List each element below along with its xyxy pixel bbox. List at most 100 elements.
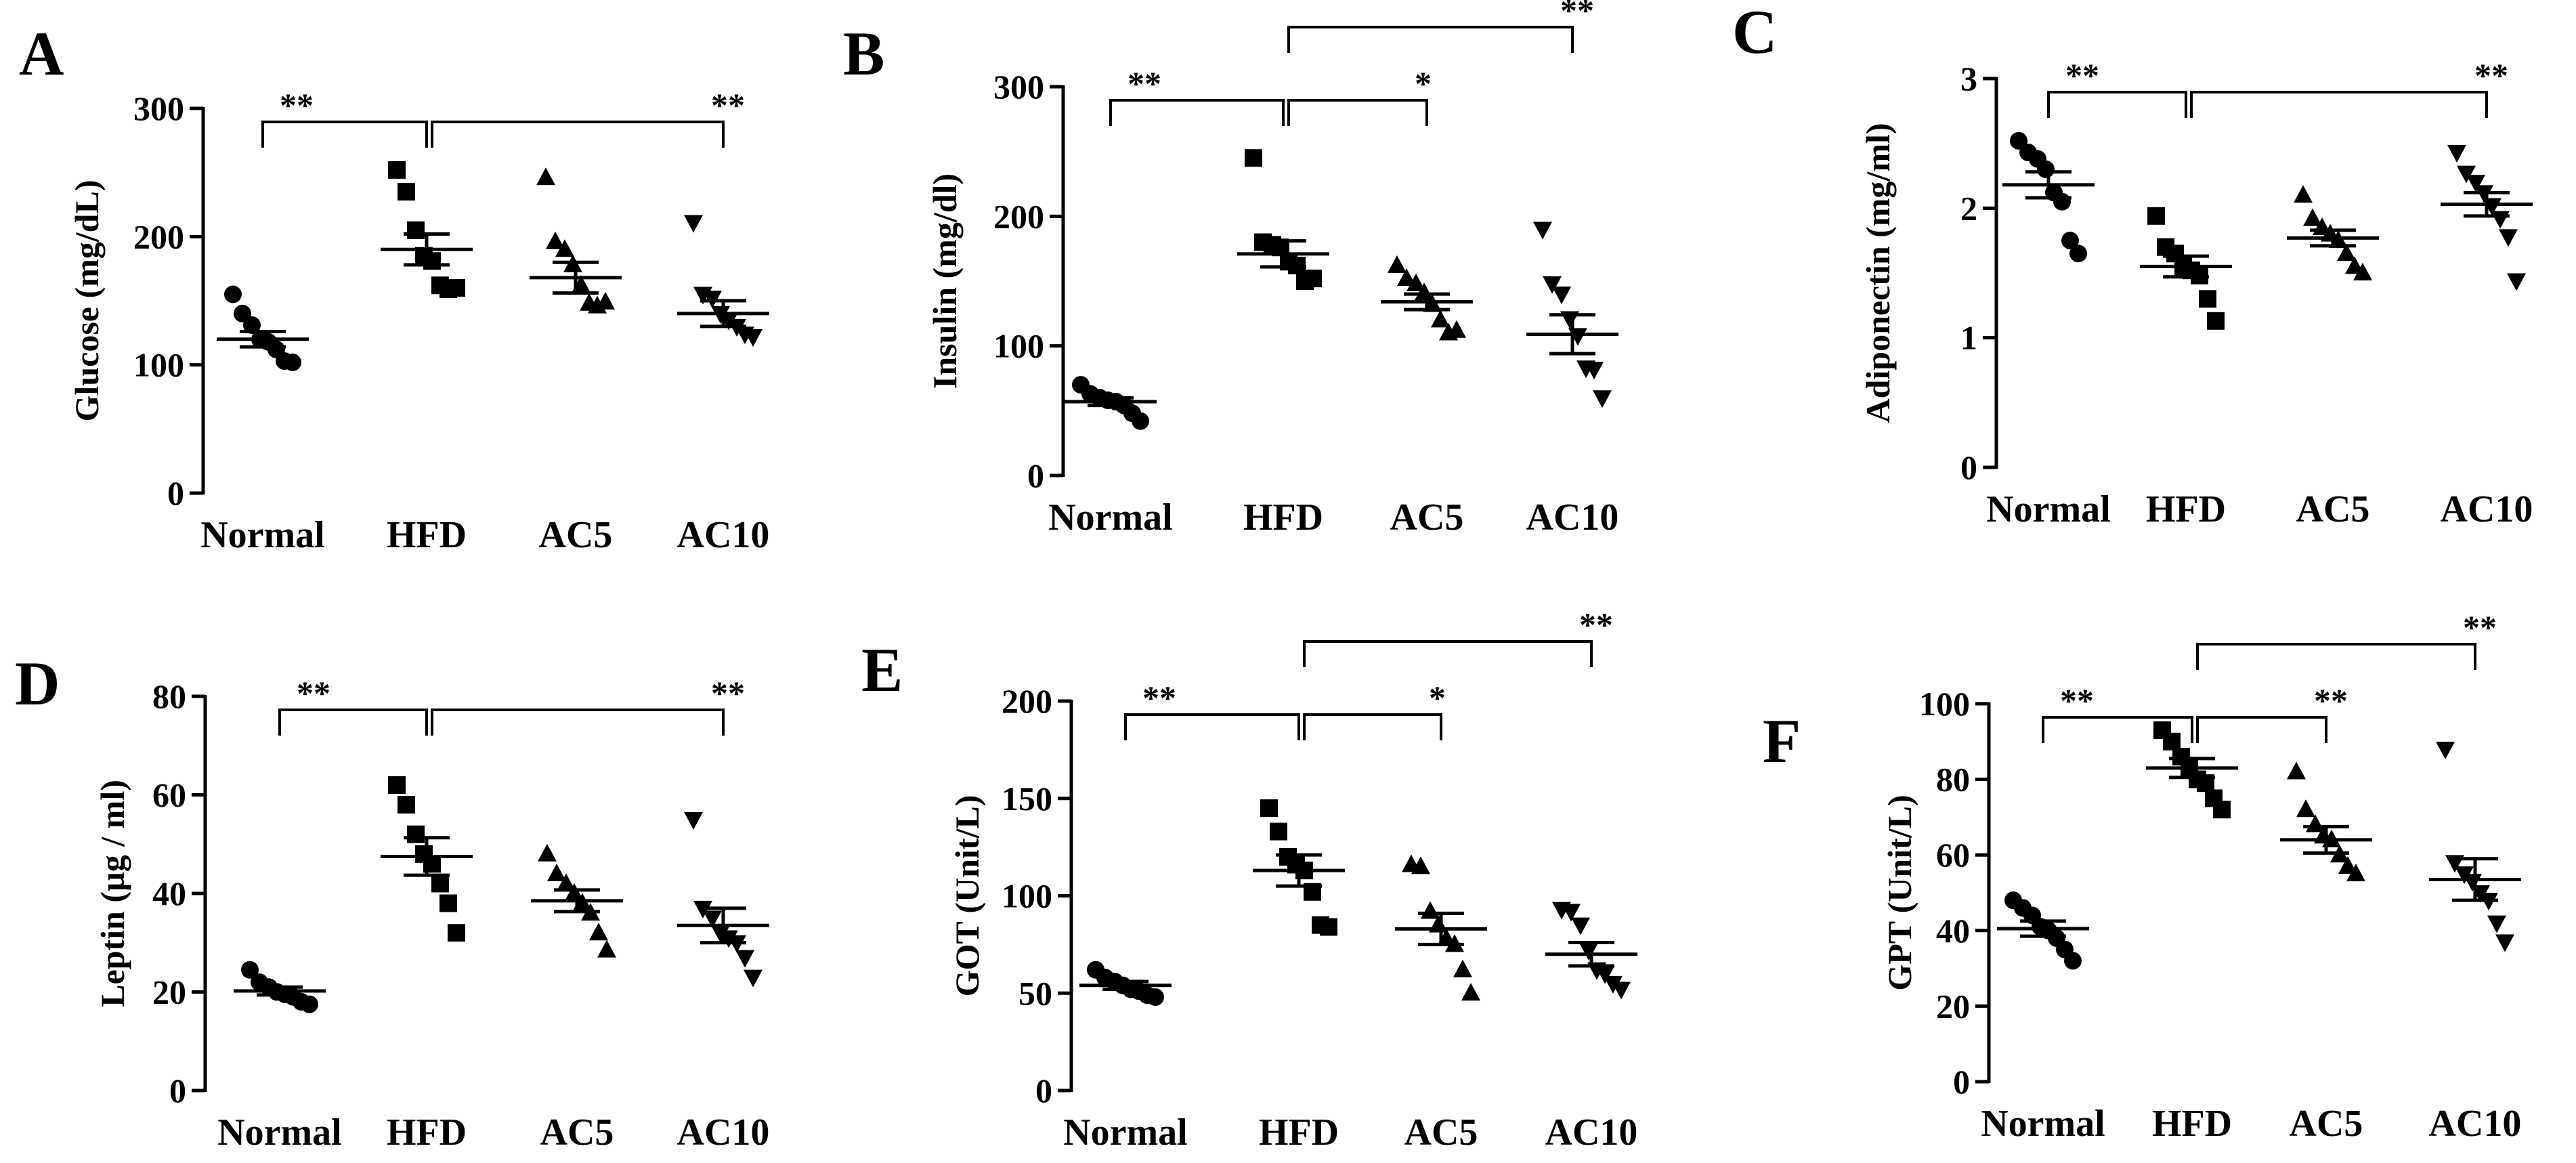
point-triangle-down: [2466, 175, 2485, 193]
y-tick-label: 80: [152, 677, 186, 715]
x-category-label: AC5: [540, 1112, 614, 1154]
point-triangle-up: [1397, 268, 1416, 287]
group-ac10: [2429, 741, 2521, 952]
point-circle: [301, 995, 318, 1013]
point-circle: [1146, 988, 1164, 1006]
significance-bracket: [278, 709, 428, 736]
x-category-label: HFD: [387, 514, 467, 556]
panel-b: B 0 100 200 300 Insulin (mg/dl) Normal HFD AC5 AC…: [843, 0, 1618, 538]
significance-bracket: [261, 121, 428, 148]
significance-bracket: [1303, 640, 1593, 667]
point-triangle-up: [2287, 761, 2306, 780]
x-category-label: AC5: [1404, 1112, 1478, 1154]
significance-label: **: [2463, 608, 2497, 646]
significance-bracket: [2047, 91, 2187, 118]
significance-bracket: [1124, 713, 1300, 740]
point-triangle-up: [2294, 185, 2313, 203]
point-triangle-down: [1552, 287, 1571, 305]
significance-label: *: [1429, 679, 1446, 717]
point-circle: [2069, 245, 2087, 263]
x-category-label: HFD: [2146, 488, 2226, 530]
point-square: [439, 894, 457, 912]
point-triangle-up: [538, 843, 557, 862]
y-tick-label: 2: [1960, 189, 1977, 227]
x-category-label: Normal: [1981, 1103, 2105, 1145]
point-square: [1245, 149, 1262, 167]
point-triangle-up: [2346, 864, 2365, 882]
panel-letter: C: [1732, 0, 1777, 66]
y-tick-label: 0: [1953, 1063, 1970, 1101]
point-triangle-down: [2436, 741, 2455, 759]
significance-label: **: [297, 674, 330, 712]
group-ac5: [2287, 185, 2379, 280]
y-tick-label: 100: [1919, 685, 1970, 723]
point-triangle-up: [589, 923, 608, 941]
group-hfd: [1253, 799, 1345, 936]
group-normal: [234, 960, 326, 1013]
point-square: [407, 825, 425, 843]
x-category-label: Normal: [1986, 488, 2111, 530]
point-circle: [224, 285, 242, 303]
group-ac5: [531, 843, 623, 958]
y-tick-label: 200: [133, 217, 184, 255]
panel-d: D 0 20 40 60 80 Leptin (µg / ml) Normal HFD AC5 AC…: [15, 649, 769, 1154]
point-triangle-up: [1407, 273, 1425, 291]
point-triangle-down: [2447, 145, 2466, 163]
y-tick-label: 300: [133, 89, 184, 127]
point-triangle-up: [2303, 208, 2322, 226]
group-normal: [1997, 891, 2089, 970]
y-tick-label: 200: [993, 197, 1044, 235]
significance-label: **: [1128, 64, 1161, 102]
point-triangle-up: [1431, 310, 1450, 328]
point-triangle-down: [684, 215, 703, 233]
point-triangle-down: [735, 950, 754, 968]
point-triangle-down: [744, 329, 763, 347]
significance-label: **: [1142, 679, 1176, 717]
panel-letter: B: [843, 19, 884, 88]
significance-label: **: [2314, 681, 2348, 719]
panel-c: C 0 1 2 3 Adiponectin (mg/ml) Normal HFD AC5 AC10…: [1732, 0, 2533, 530]
point-triangle-up: [2353, 263, 2372, 280]
y-tick-label: 300: [993, 68, 1044, 106]
point-circle: [2053, 192, 2071, 211]
significance-bracket: [1109, 99, 1285, 126]
group-ac10: [2441, 145, 2533, 291]
point-triangle-down: [2495, 934, 2514, 952]
significance-bracket: [2042, 716, 2193, 743]
panel-a: A 0 100 200 300 Glucose (mg/dL) Normal HFD AC5 AC…: [19, 19, 769, 556]
point-circle: [241, 960, 259, 979]
x-category-label: Normal: [1063, 1112, 1188, 1154]
point-triangle-down: [711, 925, 730, 944]
y-tick-label: 150: [1002, 780, 1052, 818]
y-axis-title: GPT (Unit/L): [1881, 795, 1918, 990]
y-tick-label: 60: [1936, 836, 1970, 874]
point-triangle-down: [1595, 966, 1614, 984]
point-triangle-down: [2491, 211, 2510, 229]
point-triangle-down: [703, 910, 722, 929]
point-circle: [2064, 952, 2082, 970]
x-category-label: Normal: [1048, 496, 1173, 538]
point-triangle-up: [597, 939, 616, 958]
point-circle: [243, 316, 261, 334]
panel-letter: E: [861, 635, 903, 704]
y-tick-label: 50: [1018, 974, 1052, 1012]
y-axis-title: Adiponectin (mg/ml): [1859, 123, 1897, 423]
x-category-label: AC10: [1545, 1112, 1638, 1154]
point-triangle-up: [546, 231, 565, 249]
point-triangle-up: [2338, 855, 2357, 874]
point-square: [1304, 270, 1322, 288]
y-axis-title: GOT (Unit/L): [948, 795, 986, 997]
y-tick-label: 0: [167, 474, 184, 512]
significance-label: **: [2060, 681, 2094, 719]
significance-bracket: [1287, 26, 1574, 53]
panel-f: F 0 20 40 60 80 100 GPT (Unit/L) Normal HFD AC5 AC1…: [1763, 608, 2521, 1145]
y-tick-label: 0: [169, 1072, 186, 1109]
point-triangle-down: [1604, 975, 1623, 994]
y-tick-label: 3: [1960, 60, 1977, 98]
y-tick-label: 60: [152, 776, 186, 814]
point-square: [2147, 207, 2165, 225]
point-triangle-up: [1461, 983, 1480, 1001]
significance-label: **: [1579, 606, 1613, 643]
x-category-label: HFD: [1259, 1112, 1339, 1154]
point-circle: [2037, 160, 2055, 178]
